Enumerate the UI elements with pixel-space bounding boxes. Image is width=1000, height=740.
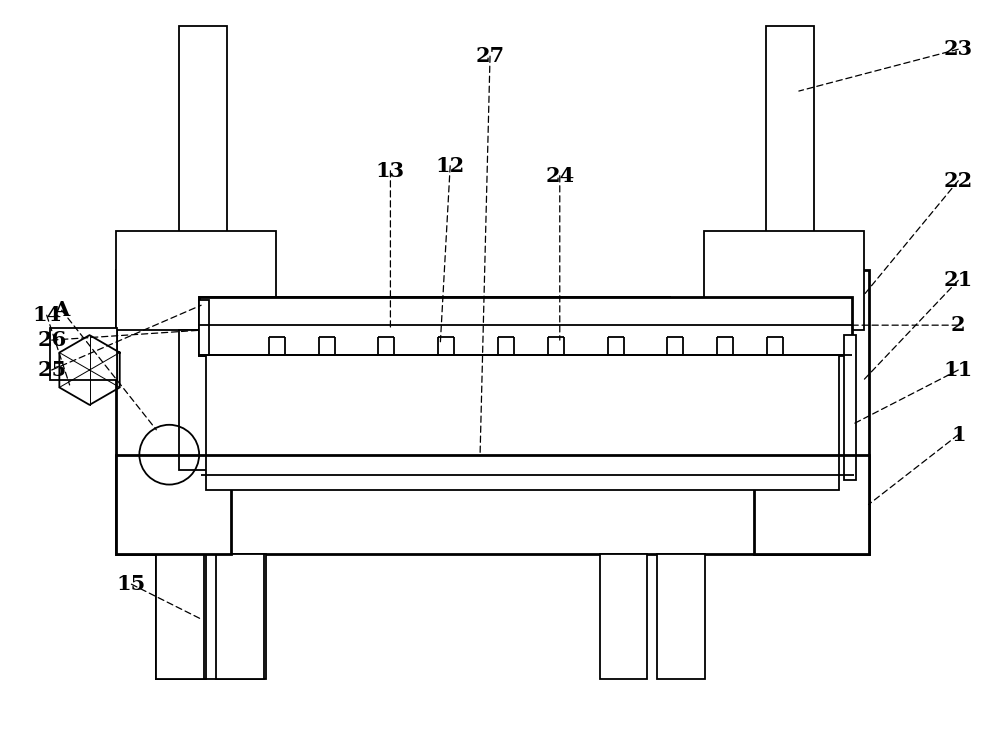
Bar	[156, 554, 266, 679]
Bar	[179, 27, 227, 250]
Bar	[766, 27, 814, 250]
Bar	[179, 330, 227, 470]
Bar	[199, 300, 209, 355]
Bar	[206, 355, 839, 490]
Text: 11: 11	[944, 360, 973, 380]
Bar	[766, 330, 814, 470]
Text: 22: 22	[944, 171, 973, 191]
Text: 1: 1	[951, 425, 966, 445]
Text: 25: 25	[37, 360, 66, 380]
Text: 27: 27	[475, 46, 505, 66]
Bar	[116, 270, 231, 554]
Bar	[704, 231, 864, 330]
Bar	[156, 554, 204, 679]
Bar	[657, 554, 705, 679]
Text: 13: 13	[376, 161, 405, 181]
Text: 21: 21	[944, 270, 973, 290]
Bar	[199, 297, 669, 355]
Text: 12: 12	[436, 155, 465, 176]
Text: 2: 2	[951, 315, 966, 335]
Text: 23: 23	[944, 39, 973, 59]
Text: 24: 24	[545, 166, 574, 186]
Bar	[116, 231, 276, 330]
Bar	[156, 554, 206, 679]
Text: 15: 15	[117, 574, 146, 594]
Bar	[754, 270, 869, 554]
Bar	[216, 554, 264, 679]
Bar	[600, 554, 647, 679]
Bar	[50, 328, 117, 380]
Bar	[199, 297, 852, 355]
Text: 14: 14	[32, 305, 61, 325]
Text: 26: 26	[37, 330, 66, 350]
Bar	[844, 335, 856, 480]
Text: A: A	[54, 300, 70, 320]
Bar	[116, 454, 869, 554]
